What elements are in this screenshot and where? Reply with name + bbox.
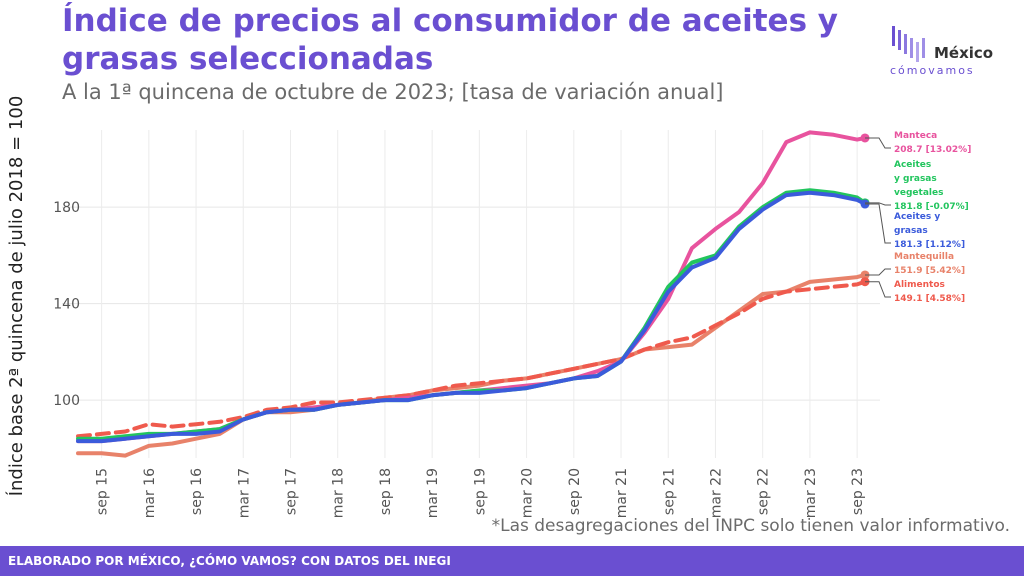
end-label-name: Alimentos bbox=[894, 280, 945, 290]
chart-grid bbox=[62, 130, 880, 458]
end-label-name: Manteca bbox=[894, 131, 937, 141]
x-tick-label: sep 23 bbox=[850, 468, 866, 515]
x-tick-label: mar 18 bbox=[331, 468, 347, 518]
end-label-value: 181.3 [1.12%] bbox=[894, 240, 965, 250]
x-tick-label: mar 22 bbox=[708, 468, 724, 518]
x-tick-label: sep 16 bbox=[189, 468, 205, 515]
end-label-connector bbox=[865, 203, 891, 244]
end-label-name: Aceites bbox=[894, 160, 931, 170]
x-tick-label: sep 18 bbox=[378, 468, 394, 515]
series-line bbox=[76, 279, 867, 439]
logo-text-top: México bbox=[934, 44, 994, 62]
end-label-name: y grasas bbox=[894, 174, 937, 184]
chart-title: Índice de precios al consumidor de aceit… bbox=[62, 3, 839, 77]
end-label-value: 181.8 [-0.07%] bbox=[894, 202, 969, 212]
series-line bbox=[76, 190, 867, 444]
end-label-name: vegetales bbox=[894, 188, 943, 198]
y-axis-ticks: 100 140 180 bbox=[53, 200, 80, 409]
x-tick-label: sep 20 bbox=[567, 468, 583, 515]
end-labels: Manteca 208.7 [13.02%] Aceites y grasas vege… bbox=[865, 131, 971, 304]
x-tick-label: mar 20 bbox=[520, 468, 536, 518]
y-axis-label: Índice base 2ª quincena de julio 2018 = … bbox=[5, 96, 27, 497]
footer-credit: ELABORADO POR MÉXICO, ¿CÓMO VAMOS? CON D… bbox=[0, 546, 1024, 576]
x-tick-label: mar 16 bbox=[142, 468, 158, 518]
end-label-name: Mantequilla bbox=[894, 252, 954, 262]
x-tick-label: sep 17 bbox=[283, 468, 299, 515]
x-tick-label: sep 22 bbox=[756, 468, 772, 515]
x-tick-label: sep 21 bbox=[661, 468, 677, 515]
brand-logo: México cómovamos bbox=[890, 24, 1010, 84]
end-label-value: 149.1 [4.58%] bbox=[894, 294, 965, 304]
y-tick-label: 180 bbox=[53, 200, 80, 216]
end-label-connector bbox=[865, 202, 891, 206]
end-label-connector bbox=[865, 137, 891, 149]
end-label-connector bbox=[865, 268, 891, 276]
footnote: *Las desagregaciones del INPC solo tiene… bbox=[491, 516, 1010, 536]
end-label-name: Aceites y bbox=[894, 212, 940, 222]
end-label-value: 151.9 [5.42%] bbox=[894, 266, 965, 276]
logo-text-bottom: cómovamos bbox=[890, 64, 975, 77]
chart-subtitle: A la 1ª quincena de octubre de 2023; [ta… bbox=[62, 80, 724, 104]
x-tick-label: mar 21 bbox=[614, 468, 630, 518]
series-line bbox=[76, 272, 867, 458]
x-tick-label: mar 23 bbox=[803, 468, 819, 518]
line-chart: 100 140 180 sep 15 mar 16 sep 16 mar 17 sep 17… bbox=[5, 96, 971, 519]
x-tick-label: sep 19 bbox=[472, 468, 488, 515]
x-axis-ticks: sep 15 mar 16 sep 16 mar 17 sep 17 mar 18 sep … bbox=[95, 468, 867, 518]
x-tick-label: mar 17 bbox=[236, 468, 252, 518]
y-tick-label: 100 bbox=[53, 393, 80, 409]
end-label-connector bbox=[865, 281, 891, 298]
series-lines bbox=[76, 130, 870, 458]
x-tick-label: sep 15 bbox=[95, 468, 111, 515]
logo-bars-icon bbox=[892, 26, 925, 62]
end-label-value: 208.7 [13.02%] bbox=[894, 145, 971, 155]
y-tick-label: 140 bbox=[53, 297, 80, 313]
end-label-name: grasas bbox=[894, 226, 928, 236]
x-tick-label: mar 19 bbox=[425, 468, 441, 518]
